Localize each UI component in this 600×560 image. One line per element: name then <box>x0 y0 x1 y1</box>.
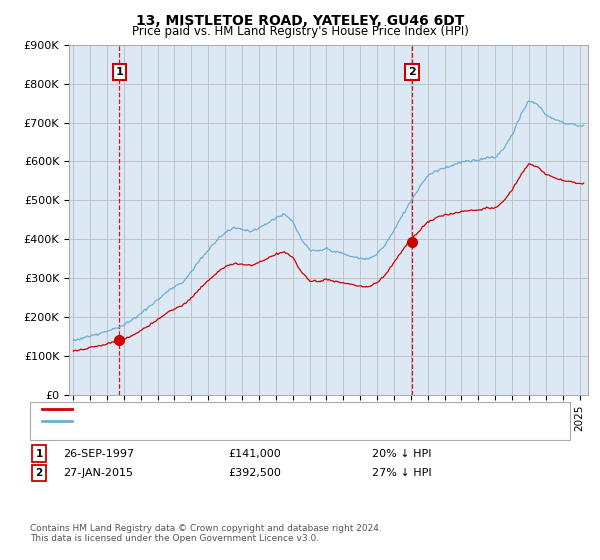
Text: £141,000: £141,000 <box>228 449 281 459</box>
Text: 2: 2 <box>35 468 43 478</box>
Text: 13, MISTLETOE ROAD, YATELEY, GU46 6DT: 13, MISTLETOE ROAD, YATELEY, GU46 6DT <box>136 14 464 28</box>
Text: 13, MISTLETOE ROAD, YATELEY, GU46 6DT (detached house): 13, MISTLETOE ROAD, YATELEY, GU46 6DT (d… <box>78 404 394 414</box>
Text: Contains HM Land Registry data © Crown copyright and database right 2024.
This d: Contains HM Land Registry data © Crown c… <box>30 524 382 543</box>
Text: 26-SEP-1997: 26-SEP-1997 <box>63 449 134 459</box>
Text: 27-JAN-2015: 27-JAN-2015 <box>63 468 133 478</box>
Text: Price paid vs. HM Land Registry's House Price Index (HPI): Price paid vs. HM Land Registry's House … <box>131 25 469 38</box>
Text: 2: 2 <box>408 67 416 77</box>
Text: 20% ↓ HPI: 20% ↓ HPI <box>372 449 431 459</box>
Text: 27% ↓ HPI: 27% ↓ HPI <box>372 468 431 478</box>
Text: £392,500: £392,500 <box>228 468 281 478</box>
Text: 1: 1 <box>35 449 43 459</box>
Text: HPI: Average price, detached house, Hart: HPI: Average price, detached house, Hart <box>78 416 293 426</box>
Text: 1: 1 <box>116 67 124 77</box>
